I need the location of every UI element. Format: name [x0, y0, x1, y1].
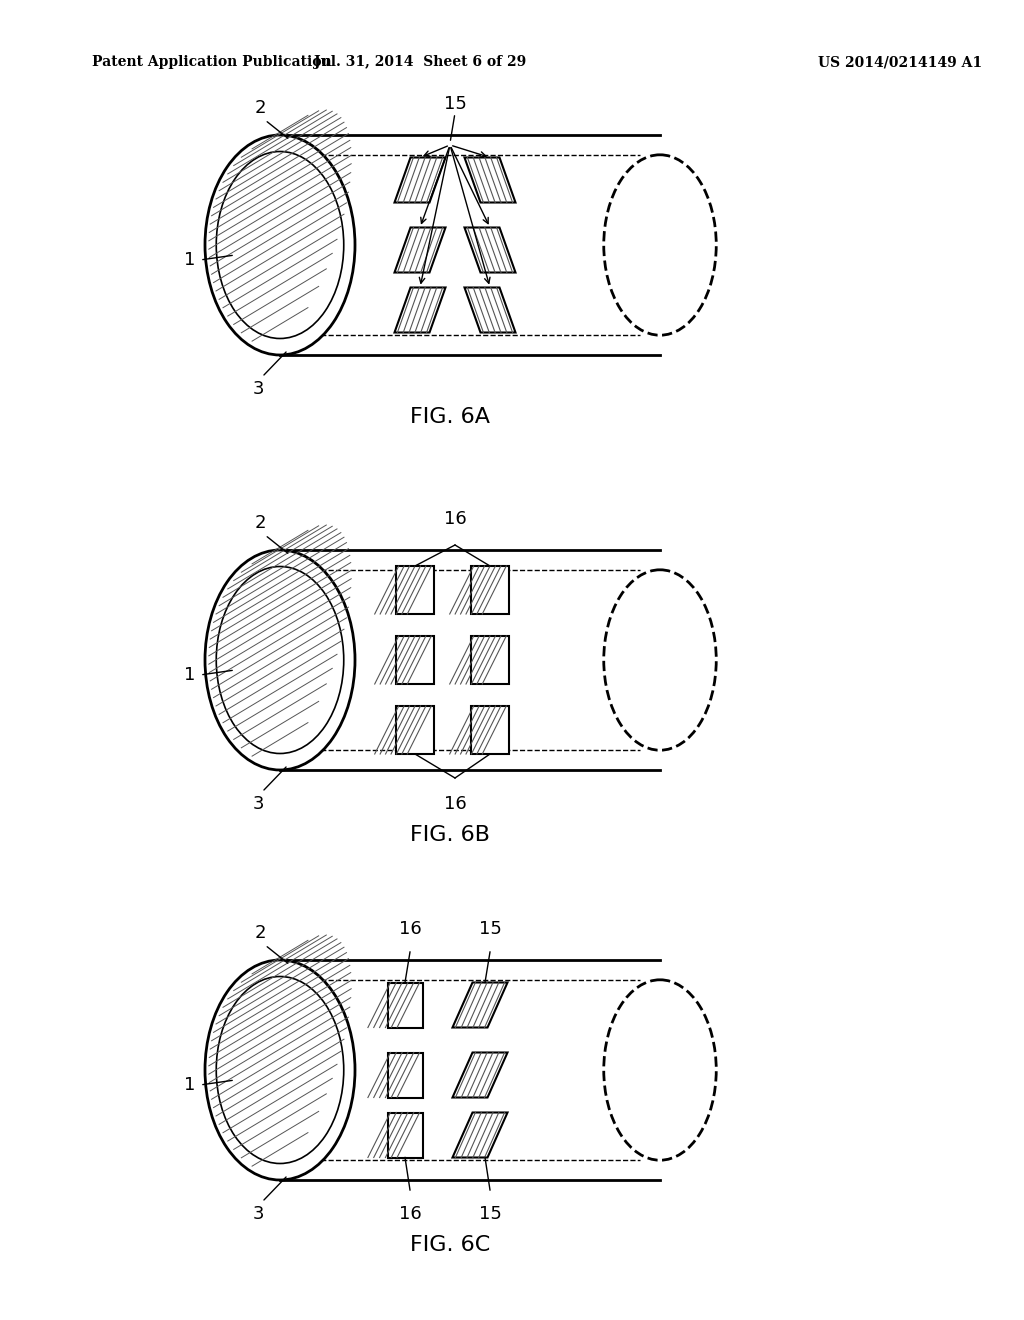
Bar — [396, 636, 434, 684]
Bar — [387, 1113, 423, 1158]
Text: 3: 3 — [252, 795, 264, 813]
Text: US 2014/0214149 A1: US 2014/0214149 A1 — [818, 55, 982, 69]
Bar — [387, 982, 423, 1027]
Ellipse shape — [205, 135, 355, 355]
Text: Patent Application Publication: Patent Application Publication — [92, 55, 332, 69]
Text: 16: 16 — [443, 795, 466, 813]
Text: FIG. 6A: FIG. 6A — [410, 407, 490, 426]
Text: 1: 1 — [183, 667, 195, 684]
Text: FIG. 6C: FIG. 6C — [410, 1236, 490, 1255]
Polygon shape — [453, 1113, 508, 1158]
Text: 3: 3 — [252, 1205, 264, 1224]
Bar — [471, 636, 509, 684]
Polygon shape — [394, 157, 445, 202]
Ellipse shape — [205, 960, 355, 1180]
Text: 3: 3 — [252, 380, 264, 399]
Polygon shape — [465, 227, 515, 272]
Polygon shape — [453, 982, 508, 1027]
Text: 16: 16 — [398, 1205, 421, 1224]
Text: 2: 2 — [254, 99, 266, 117]
Text: Jul. 31, 2014  Sheet 6 of 29: Jul. 31, 2014 Sheet 6 of 29 — [314, 55, 526, 69]
Polygon shape — [465, 157, 515, 202]
Text: 1: 1 — [183, 1076, 195, 1094]
Polygon shape — [394, 227, 445, 272]
Text: 15: 15 — [478, 1205, 502, 1224]
Bar — [396, 706, 434, 754]
Text: 16: 16 — [398, 920, 421, 939]
Text: 15: 15 — [478, 920, 502, 939]
Text: FIG. 6B: FIG. 6B — [410, 825, 490, 845]
Ellipse shape — [205, 550, 355, 770]
Text: 16: 16 — [443, 510, 466, 528]
Bar — [387, 1052, 423, 1097]
Text: 2: 2 — [254, 513, 266, 532]
Bar — [396, 566, 434, 614]
Text: 1: 1 — [183, 251, 195, 269]
Text: 2: 2 — [254, 924, 266, 942]
Polygon shape — [465, 288, 515, 333]
Bar — [471, 706, 509, 754]
Bar — [471, 566, 509, 614]
Text: 15: 15 — [443, 95, 467, 114]
Polygon shape — [394, 288, 445, 333]
Polygon shape — [453, 1052, 508, 1097]
